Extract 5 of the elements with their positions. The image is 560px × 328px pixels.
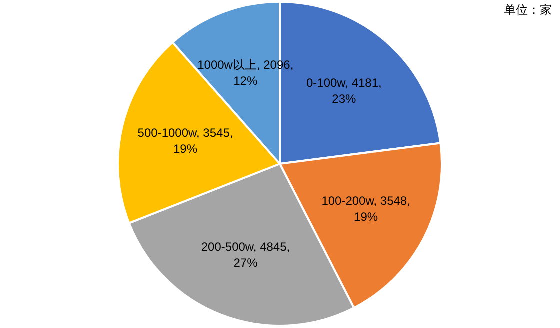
slice-label: 100-200w, 3548, 19% [322,194,410,224]
text: 单位：家 [504,3,552,17]
slice-label: 500-1000w, 3545, 19% [138,126,234,156]
slice-label: 200-500w, 4845, 27% [201,240,290,270]
slice-label: 0-100w, 4181, 23% [306,76,382,106]
